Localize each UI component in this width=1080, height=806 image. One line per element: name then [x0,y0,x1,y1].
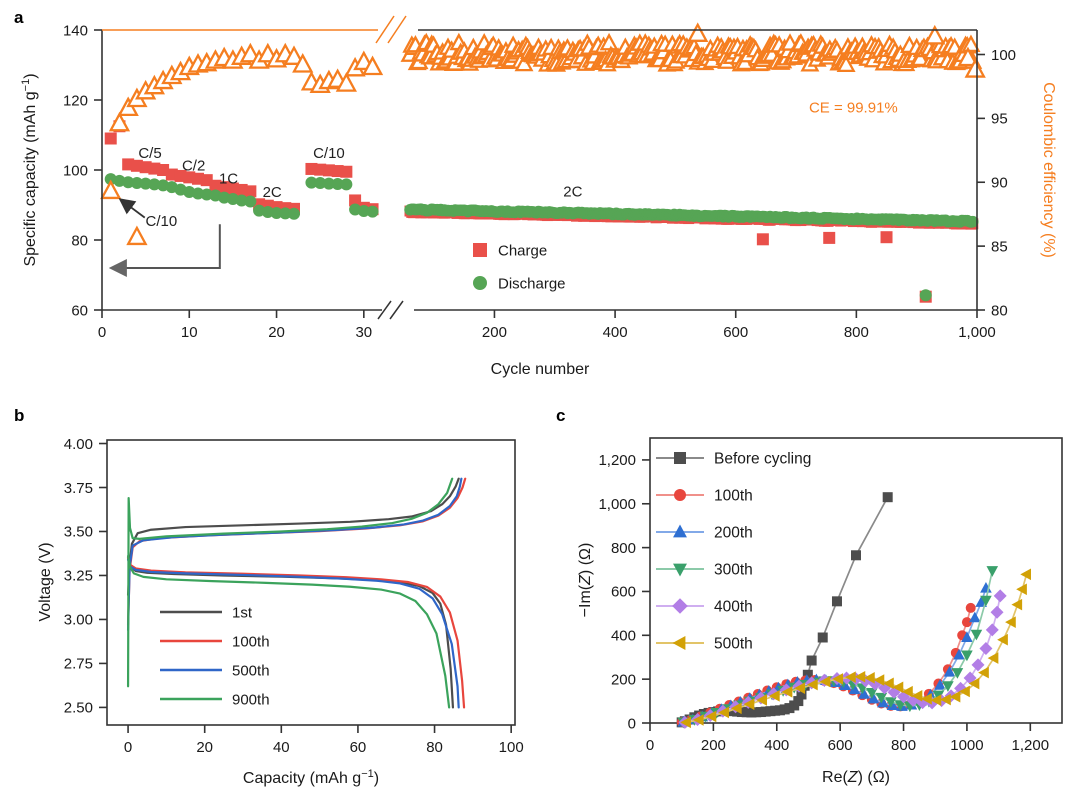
legend-label: 400th [714,598,753,615]
panel-b-legend: 1st 100th 500th 900th [160,604,270,708]
panel-a-ylabel-right: Coulombic efficiency (%) [1040,82,1057,258]
y-tick-label: 600 [611,584,636,601]
annotation: C/10 [313,145,345,162]
y-tick-label: 60 [71,302,88,319]
annotation: C/5 [138,145,161,162]
x-tick-label: 800 [844,324,869,341]
y-tick-label: 0 [628,715,636,732]
y-tick-label: 1,000 [598,496,636,513]
annotation: CE = 99.91% [809,99,898,116]
legend-label: 900th [232,691,270,708]
left-axis-arrow [108,224,221,277]
y-tick-label: 100 [63,162,88,179]
y-tick-label: 3.25 [64,568,93,585]
panel-b-series-1st [126,477,460,709]
panel-a-ylabel-left: Specific capacity (mAh g−1) [19,73,40,267]
x-tick-label: 20 [196,739,213,756]
panel-a-ce-series [100,22,986,246]
y-tick-label: 95 [991,111,1008,128]
x-tick-label: 60 [350,739,367,756]
y-tick-label: 2.75 [64,656,93,673]
y-tick-label: 90 [991,175,1008,192]
legend-label: Discharge [498,275,566,292]
panel-a-annotations: C/5 C/2 1C 2C C/10 C/10 2C CE = 99.91% [108,99,898,277]
annotation: 2C [563,183,582,200]
panel-a-discharge-series [104,173,979,302]
x-tick-label: 600 [828,737,853,754]
x-tick-label: 0 [98,324,106,341]
annotation: 2C [263,184,282,201]
y-tick-label: 1,200 [598,452,636,469]
x-tick-label: 30 [355,324,372,341]
x-tick-label: 1,000 [958,324,996,341]
panel-a-label: a [14,8,24,27]
legend-label: 500th [232,662,270,679]
panel-a-xlabel: Cycle number [490,361,590,378]
legend-label: 100th [232,633,270,650]
panel-b-series-100th [126,477,467,709]
y-tick-label: 400 [611,628,636,645]
x-tick-label: 800 [891,737,916,754]
legend-label: Charge [498,242,547,259]
panel-c-axes: 0 200 400 600 800 1,000 1,200 0 200 400 600 800 1000… [598,437,1063,754]
x-tick-label: 1,200 [1012,737,1050,754]
y-tick-label: 140 [63,22,88,39]
panel-c-ylabel: −Im(Z) (Ω) [577,542,594,618]
y-tick-label: 3.50 [64,524,93,541]
legend-label: 500th [714,635,753,652]
y-tick-label: 85 [991,238,1008,255]
panel-a-axes: 60 80 100 120 140 80 85 90 95 100 0 10 20 30 200 400 600… [63,15,1016,341]
panel-b-series-500th [126,477,463,709]
legend-label: 100th [714,487,753,504]
x-tick-label: 80 [426,739,443,756]
y-tick-label: 3.75 [64,480,93,497]
legend-label: 300th [714,561,753,578]
y-tick-label: 3.00 [64,612,93,629]
y-tick-label: 200 [611,671,636,688]
panel-c-xlabel: Re(Z) (Ω) [822,769,890,786]
y-tick-label: 120 [63,92,88,109]
y-tick-label: 100 [991,47,1016,64]
panel-b-xlabel: Capacity (mAh g−1) [242,767,380,788]
x-tick-label: 20 [268,324,285,341]
legend-label: 200th [714,524,753,541]
y-tick-label: 80 [71,232,88,249]
legend-label: 1st [232,604,253,621]
x-tick-label: 40 [273,739,290,756]
x-tick-label: 0 [124,739,132,756]
x-tick-label: 600 [723,324,748,341]
panel-c-legend: Before cycling 100th 200th 300th 400th 500th [656,450,811,652]
panel-a-legend: Charge Discharge [473,242,566,292]
panel-c-label: c [556,406,566,425]
x-tick-label: 10 [181,324,198,341]
annotation: 1C [219,170,238,187]
y-tick-label: 2.50 [64,700,93,717]
x-tick-label: 0 [646,737,654,754]
annotation: C/2 [182,158,205,175]
panel-b-series-900th [126,477,454,709]
y-tick-label: 80 [991,302,1008,319]
y-tick-label: 800 [611,540,636,557]
legend-label: Before cycling [714,450,811,467]
x-tick-label: 200 [701,737,726,754]
y-tick-label: 4.00 [64,436,93,453]
x-tick-label: 200 [482,324,507,341]
x-tick-label: 400 [603,324,628,341]
annotation-arrow [118,198,146,219]
x-tick-label: 400 [764,737,789,754]
panel-b-axes: 2.50 2.75 3.00 3.25 3.50 3.75 4.00 0 20 40 60 80 100 [64,436,524,756]
x-tick-label: 100 [499,739,524,756]
panel-b-ylabel: Voltage (V) [37,542,54,622]
x-tick-label: 1000 [950,737,983,754]
panel-c-series-500th [680,568,1032,729]
panel-b-label: b [14,406,25,425]
annotation: C/10 [146,213,178,230]
